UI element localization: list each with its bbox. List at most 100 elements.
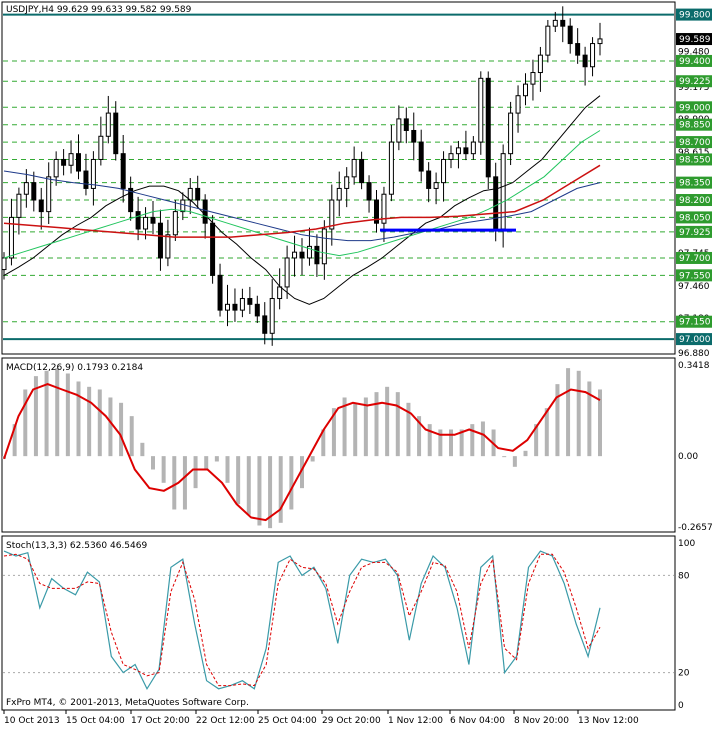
stoch-lines	[3, 550, 674, 691]
level-label: 99.800	[679, 11, 711, 21]
candle-body	[247, 298, 253, 305]
candle-body	[105, 112, 111, 137]
stoch-header: Stoch(13,3,3) 62.5360 46.5469	[6, 541, 147, 551]
macd-histogram-bar	[182, 456, 187, 510]
candle-body	[575, 43, 581, 56]
candle-body	[463, 147, 469, 155]
candle-body	[269, 298, 275, 334]
grid-level-tag	[676, 269, 712, 282]
candle-body	[321, 228, 327, 265]
candle-body	[418, 141, 424, 172]
grid-level-tag	[676, 176, 712, 189]
macd-scale-label: 0.00	[678, 452, 698, 462]
macd-histogram-bar	[449, 429, 453, 457]
moving-average-green	[3, 130, 601, 259]
macd-histogram-bar	[236, 456, 241, 505]
macd-histogram-bar	[544, 408, 549, 457]
price-scale-label: 99.175	[678, 83, 710, 93]
candle-body	[344, 176, 350, 189]
macd-histogram-bar	[512, 456, 517, 467]
candle-body	[478, 77, 484, 143]
price-scale-label: 99.480	[678, 48, 710, 58]
time-axis-label: 17 Oct 20:00	[131, 716, 190, 726]
candle-body	[172, 211, 178, 236]
main-price-scale: 99.48099.17598.90098.61598.34598.05597.7…	[676, 8, 712, 359]
candle-body	[284, 257, 290, 288]
time-axis-label: 15 Oct 04:00	[66, 716, 125, 726]
macd-histogram-bar	[300, 456, 304, 489]
candle-body	[8, 216, 14, 259]
time-axis-label: 29 Oct 20:00	[322, 716, 381, 726]
candle-body	[31, 182, 37, 201]
candle-body	[83, 170, 89, 189]
time-axis-label: 25 Oct 04:00	[258, 716, 317, 726]
macd-header: MACD(12,26,9) 0.1793 0.2184	[6, 363, 143, 373]
candle-body	[180, 199, 186, 213]
macd-histogram-bar	[459, 429, 464, 457]
macd-scale-label: 0.3418	[678, 361, 710, 371]
candle-body	[277, 286, 283, 300]
candle-body	[351, 158, 357, 178]
moving-average-black	[3, 95, 601, 305]
time-axis-label: 1 Nov 12:00	[388, 716, 443, 726]
macd-histogram-bar	[566, 368, 571, 457]
macd-histogram-bar	[331, 408, 336, 457]
copyright-text: FxPro MT4, © 2001-2013, MetaQuotes Softw…	[6, 698, 249, 708]
grid-level-label: 98.700	[679, 138, 711, 148]
candle-body	[336, 187, 342, 201]
candle-body	[597, 38, 603, 45]
macd-histogram-bar	[268, 456, 273, 529]
level-tag	[676, 333, 712, 346]
macd-histogram-bar	[161, 456, 166, 483]
main-grid-levels	[3, 60, 674, 323]
candle-body	[53, 158, 59, 178]
macd-histogram-bar	[470, 424, 475, 457]
macd-histogram-bar	[257, 456, 262, 526]
candle-body	[374, 199, 379, 224]
candle-body	[560, 19, 566, 27]
main-panel-frame	[1, 1, 676, 355]
macd-histogram-bar	[289, 456, 294, 510]
macd-histogram-bar	[353, 402, 358, 457]
grid-level-label: 98.350	[679, 179, 711, 189]
candle-body	[98, 135, 104, 160]
candle-body	[314, 245, 320, 265]
macd-histogram-bar	[214, 456, 219, 462]
candle-body	[68, 153, 74, 166]
macd-histogram-bar	[406, 402, 411, 457]
macd-histogram-bar	[310, 456, 315, 462]
macd-scale: 0.3418 0.00 -0.2657	[678, 361, 713, 533]
macd-histogram-bar	[55, 368, 60, 457]
time-axis-label: 13 Nov 12:00	[578, 716, 639, 726]
grid-level-tag	[676, 75, 712, 88]
price-scale-label: 97.460	[678, 282, 710, 292]
candle-body	[195, 187, 201, 201]
candle-body	[523, 83, 528, 97]
level-label: 97.000	[679, 335, 711, 345]
macd-histogram-bar	[65, 373, 70, 457]
candle-body	[306, 245, 312, 259]
grid-level-tag	[676, 153, 712, 166]
candle-body	[537, 54, 543, 74]
grid-level-tag	[676, 251, 712, 264]
candle-body	[515, 95, 521, 114]
macd-histogram-bar	[427, 424, 432, 457]
macd-histogram-bar	[193, 456, 198, 489]
macd-histogram-bar	[119, 402, 124, 457]
time-axis-label: 6 Nov 04:00	[450, 716, 505, 726]
candle-body	[16, 193, 22, 218]
macd-scale-label: -0.2657	[678, 523, 713, 533]
macd-histogram-bar	[23, 389, 28, 457]
candle-body	[76, 153, 81, 172]
grid-level-tag	[676, 211, 712, 224]
macd-histogram-bar	[108, 397, 113, 457]
candle-body	[143, 216, 149, 230]
macd-histogram-bar	[342, 397, 347, 457]
stoch-scale-label: 20	[678, 669, 690, 679]
macd-histogram-bar	[598, 389, 602, 457]
candle-body	[113, 112, 119, 155]
current-price-label: 99.589	[679, 35, 711, 45]
macd-histogram-bar	[87, 386, 92, 457]
candle-body	[128, 187, 134, 213]
